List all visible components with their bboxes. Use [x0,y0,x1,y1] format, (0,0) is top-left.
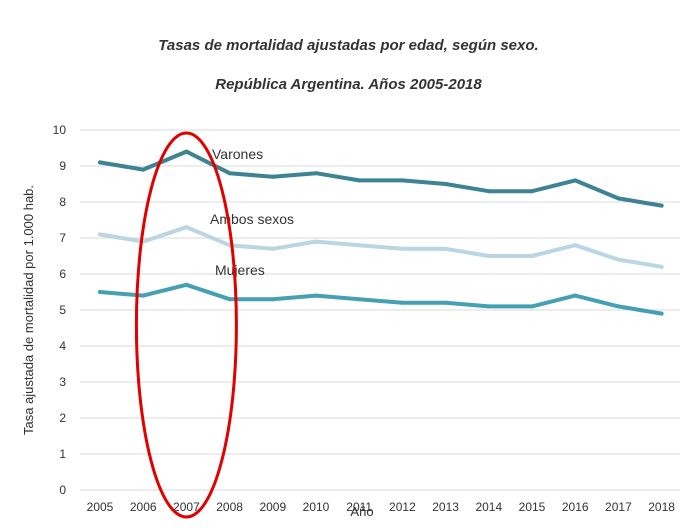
y-tick-6: 6 [59,267,66,281]
y-tick-9: 9 [59,159,66,173]
data-point-ambos-sexos-2018 [659,264,664,269]
data-point-varones-2009 [270,174,275,179]
grid-lines [80,129,680,491]
data-point-varones-2016 [573,178,578,183]
y-tick-8: 8 [59,195,66,209]
data-point-mujeres-2016 [573,293,578,298]
series-group [98,149,664,316]
data-point-mujeres-2015 [530,304,534,309]
data-point-varones-2018 [659,203,664,208]
y-axis-label: Tasa ajustada de mortalidad por 1.000 ha… [21,185,36,435]
data-point-varones-2008 [227,171,232,176]
data-point-mujeres-2011 [357,297,362,302]
x-tick-2014: 2014 [475,500,502,514]
data-point-mujeres-2018 [659,311,664,316]
y-tick-0: 0 [59,483,66,497]
data-point-ambos-sexos-2007 [184,225,189,230]
data-point-mujeres-2014 [486,304,491,309]
x-tick-2015: 2015 [519,500,546,514]
series-label-mujeres: Mujeres [215,262,265,278]
data-point-ambos-sexos-2015 [530,254,534,258]
y-tick-7: 7 [59,231,66,245]
y-tick-2: 2 [59,411,66,425]
series-label-ambos-sexos: Ambos sexos [210,211,294,227]
data-point-ambos-sexos-2012 [400,246,405,251]
data-point-varones-2007 [184,149,189,154]
data-point-varones-2005 [98,160,102,165]
y-tick-labels: 0 1 2 3 4 5 6 7 8 9 10 [53,123,67,497]
data-point-varones-2017 [616,196,621,201]
y-tick-4: 4 [59,339,66,353]
data-point-ambos-sexos-2011 [357,243,362,248]
data-point-mujeres-2006 [141,293,146,298]
data-point-mujeres-2012 [400,300,405,305]
x-tick-2018: 2018 [648,500,675,514]
series-line-ambos-sexos [98,225,664,269]
data-point-mujeres-2007 [184,282,189,287]
x-tick-2012: 2012 [389,500,416,514]
data-point-varones-2013 [443,182,448,186]
series-label-varones: Varones [212,146,263,162]
highlight-ellipse [134,131,238,519]
data-point-ambos-sexos-2014 [486,254,491,258]
y-tick-10: 10 [53,123,67,137]
data-point-ambos-sexos-2017 [616,257,621,262]
series-line-varones [98,149,664,208]
x-tick-2011: 2011 [346,500,372,514]
data-point-varones-2010 [314,171,318,176]
x-tick-2009: 2009 [259,500,286,514]
x-tick-2010: 2010 [303,500,330,514]
data-point-varones-2006 [141,167,146,172]
y-tick-5: 5 [59,303,66,317]
data-point-varones-2011 [357,178,362,183]
x-tick-2016: 2016 [562,500,589,514]
data-point-mujeres-2009 [270,297,275,302]
chart-subtitle: República Argentina. Años 2005-2018 [215,76,482,93]
data-point-mujeres-2013 [443,300,448,305]
data-point-mujeres-2008 [227,297,232,302]
x-tick-2005: 2005 [87,500,114,514]
x-tick-2017: 2017 [605,500,632,514]
chart-title: Tasas de mortalidad ajustadas por edad, … [158,37,539,54]
data-point-varones-2012 [400,178,405,183]
x-axis-label: Año [350,504,373,519]
data-point-varones-2015 [530,189,534,194]
y-tick-3: 3 [59,375,66,389]
data-point-ambos-sexos-2016 [573,243,578,248]
data-point-ambos-sexos-2009 [270,246,275,251]
series-line-mujeres [98,282,664,316]
x-tick-2006: 2006 [130,500,157,514]
series-labels: Varones Ambos sexos Mujeres [210,146,294,278]
data-point-ambos-sexos-2013 [443,246,448,251]
x-tick-2013: 2013 [432,500,459,514]
data-point-ambos-sexos-2010 [314,239,318,244]
y-tick-1: 1 [59,447,66,461]
data-point-mujeres-2005 [98,290,102,294]
data-point-ambos-sexos-2005 [98,232,102,237]
data-point-varones-2014 [486,189,491,194]
data-point-mujeres-2017 [616,304,621,309]
x-tick-2008: 2008 [216,500,243,514]
x-tick-2007: 2007 [173,500,200,514]
x-tick-labels: 2005 2006 2007 2008 2009 2010 2011 2012 2013 2014… [87,500,676,514]
data-point-mujeres-2010 [314,293,318,298]
